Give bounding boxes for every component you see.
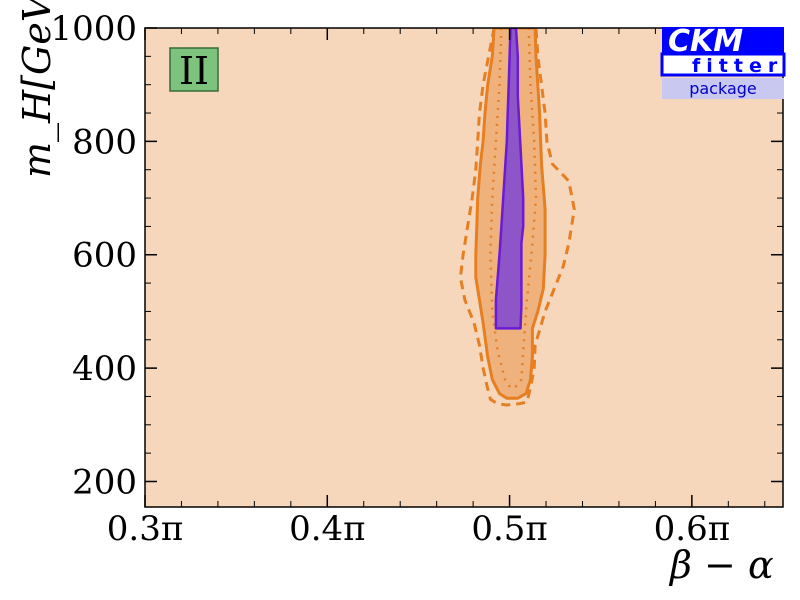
x-tick-label: 0.4π — [289, 509, 365, 549]
plot-frame — [144, 27, 784, 508]
region-inner — [494, 28, 525, 330]
y-tick-label: 600 — [72, 236, 137, 276]
x-tick-label: 0.5π — [471, 509, 547, 549]
region-badge: II — [169, 47, 219, 93]
region-outer-dotted — [489, 28, 538, 390]
x-axis-title: β − α — [668, 543, 774, 587]
plot-background — [145, 28, 783, 507]
ckmfitter-logo: CKM fitter package — [660, 24, 786, 99]
y-tick-label: 800 — [72, 122, 137, 162]
y-tick-label: 1000 — [50, 9, 137, 49]
logo-fitter-text: fitter — [692, 55, 783, 77]
x-tick-label: 0.6π — [654, 509, 730, 549]
x-tick-label: 0.3π — [107, 509, 183, 549]
y-tick-label: 200 — [72, 462, 137, 502]
y-axis-title: m_H[GeV] — [15, 0, 60, 178]
axis-tick-labels: 0.3π 0.4π 0.5π 0.6π 200 400 600 800 1000 — [50, 9, 730, 549]
logo-package-text: package — [689, 79, 757, 98]
y-tick-label: 400 — [72, 349, 137, 389]
region-outer-dashed — [458, 28, 576, 407]
region-badge-label: II — [179, 49, 209, 93]
contour-regions — [458, 28, 576, 407]
